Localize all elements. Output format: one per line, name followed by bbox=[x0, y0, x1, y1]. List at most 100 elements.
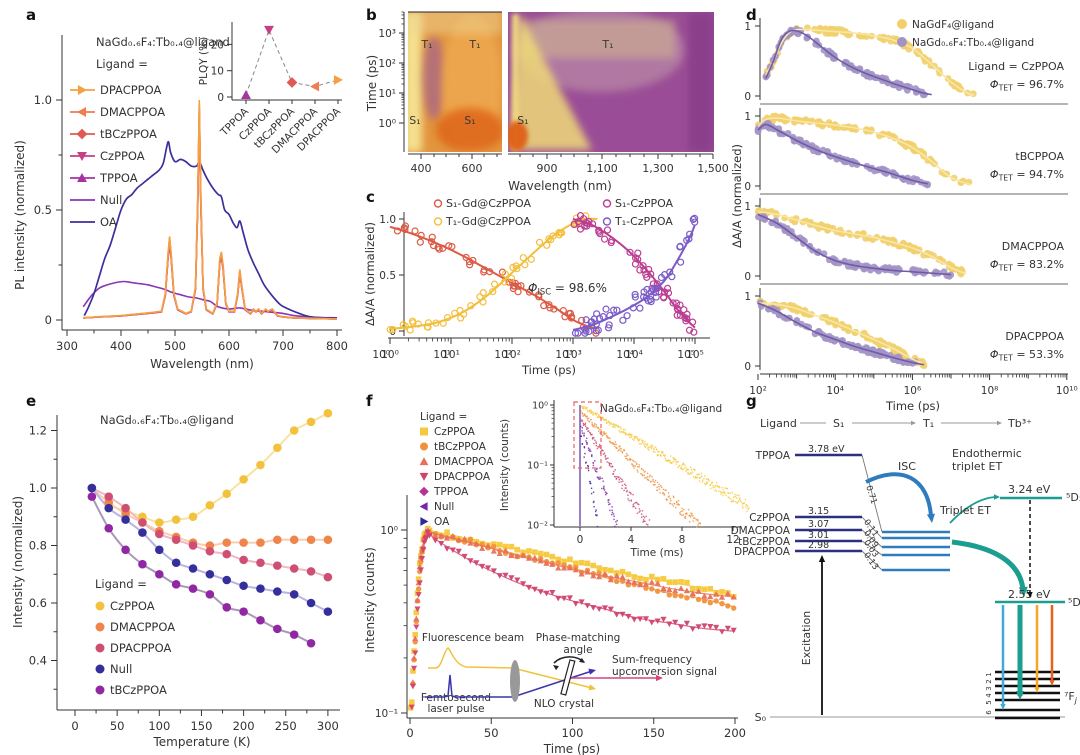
svg-text:Ligand =: Ligand = bbox=[95, 577, 147, 591]
svg-text:700: 700 bbox=[272, 339, 294, 353]
svg-text:10⁰: 10⁰ bbox=[380, 525, 398, 537]
svg-text:NaGd₀.₆F₄:Tb₀.₄@ligand: NaGd₀.₆F₄:Tb₀.₄@ligand bbox=[100, 413, 234, 427]
svg-text:50: 50 bbox=[484, 726, 499, 740]
svg-text:Fluorescence beam: Fluorescence beam bbox=[422, 632, 524, 644]
panel-g: Ligand S₁ T₁ Tb³⁺ S₀ TPPOA 3.78 eV CzPPOA 3.15 DM… bbox=[731, 417, 1080, 724]
svg-text:DMACPPOA: DMACPPOA bbox=[100, 105, 165, 119]
svg-text:10¹: 10¹ bbox=[433, 349, 451, 361]
svg-text:Ligand =: Ligand = bbox=[96, 57, 148, 71]
svg-text:1: 1 bbox=[744, 291, 751, 303]
svg-text:0: 0 bbox=[45, 313, 52, 327]
svg-text:10¹: 10¹ bbox=[378, 88, 396, 100]
svg-text:Wavelength (nm): Wavelength (nm) bbox=[508, 179, 612, 193]
svg-text:4: 4 bbox=[985, 693, 993, 698]
svg-text:Time (ps): Time (ps) bbox=[885, 399, 940, 413]
svg-text:ΔA/A (normalized): ΔA/A (normalized) bbox=[363, 222, 377, 326]
panel-label-g: g bbox=[746, 392, 757, 410]
svg-text:0: 0 bbox=[71, 719, 78, 733]
svg-text:1: 1 bbox=[744, 201, 751, 213]
svg-text:Null: Null bbox=[100, 193, 122, 207]
svg-text:CzPPOA: CzPPOA bbox=[749, 512, 791, 524]
svg-text:OA: OA bbox=[434, 516, 450, 528]
svg-text:DPACPPOA: DPACPPOA bbox=[434, 471, 491, 483]
svg-text:Temperature (K): Temperature (K) bbox=[152, 735, 250, 749]
svg-text:8: 8 bbox=[679, 534, 686, 546]
svg-text:1.0: 1.0 bbox=[379, 214, 396, 226]
svg-text:50: 50 bbox=[110, 719, 125, 733]
svg-text:ISC: ISC bbox=[898, 460, 916, 473]
svg-text:triplet ET: triplet ET bbox=[952, 460, 1002, 473]
svg-text:3.07: 3.07 bbox=[808, 519, 829, 530]
svg-text:150: 150 bbox=[643, 726, 665, 740]
svg-text:upconversion signal: upconversion signal bbox=[612, 666, 717, 678]
svg-text:1.0: 1.0 bbox=[29, 481, 47, 495]
svg-text:0: 0 bbox=[217, 92, 224, 104]
svg-text:200: 200 bbox=[724, 726, 746, 740]
svg-text:1,500: 1,500 bbox=[697, 162, 729, 175]
svg-text:Time (ps): Time (ps) bbox=[543, 742, 600, 755]
svg-text:DMACPPOA: DMACPPOA bbox=[1002, 240, 1065, 253]
svg-text:10⁰: 10⁰ bbox=[372, 349, 390, 361]
panel-e: 0 50 100 150 200 250 300 0.4 0.6 0.8 1.0 1.2 Tempera… bbox=[11, 408, 340, 749]
svg-text:0: 0 bbox=[577, 534, 584, 546]
svg-text:10²: 10² bbox=[749, 385, 767, 397]
svg-text:10⁴: 10⁴ bbox=[616, 349, 634, 361]
svg-text:300: 300 bbox=[317, 719, 339, 733]
svg-text:0: 0 bbox=[744, 91, 751, 103]
svg-text:Wavelength (nm): Wavelength (nm) bbox=[150, 357, 254, 371]
svg-text:Ligand: Ligand bbox=[760, 417, 797, 430]
panel-label-b: b bbox=[366, 6, 377, 24]
svg-text:T₁-CzPPOA: T₁-CzPPOA bbox=[614, 215, 673, 228]
svg-text:20: 20 bbox=[211, 39, 224, 51]
svg-text:400: 400 bbox=[411, 162, 432, 175]
svg-text:Intensity (counts): Intensity (counts) bbox=[499, 419, 511, 511]
svg-text:0.4: 0.4 bbox=[29, 654, 47, 668]
svg-text:1: 1 bbox=[744, 21, 751, 33]
svg-text:3.24 eV: 3.24 eV bbox=[1008, 483, 1051, 496]
svg-text:CzPPOA: CzPPOA bbox=[110, 599, 155, 613]
svg-text:Time (ps): Time (ps) bbox=[365, 55, 379, 112]
panel-label-c: c bbox=[366, 188, 375, 206]
svg-text:angle: angle bbox=[563, 644, 592, 656]
svg-text:1: 1 bbox=[985, 672, 993, 676]
svg-text:S₁-Gd@CzPPOA: S₁-Gd@CzPPOA bbox=[446, 197, 531, 210]
svg-text:10³: 10³ bbox=[378, 28, 396, 40]
svg-text:DMACPPOA: DMACPPOA bbox=[434, 456, 494, 468]
svg-text:6: 6 bbox=[985, 710, 993, 715]
svg-text:DMACPPOA: DMACPPOA bbox=[110, 620, 175, 634]
svg-text:Time (ps): Time (ps) bbox=[521, 363, 576, 377]
svg-text:0.6: 0.6 bbox=[29, 596, 47, 610]
svg-text:10²: 10² bbox=[494, 349, 512, 361]
svg-text:3.78 eV: 3.78 eV bbox=[808, 444, 845, 455]
svg-text:10⁸: 10⁸ bbox=[981, 385, 999, 397]
svg-text:Excitation: Excitation bbox=[800, 611, 813, 666]
svg-text:ΦISC = 98.6%: ΦISC = 98.6% bbox=[528, 281, 607, 297]
svg-text:Intensity (counts): Intensity (counts) bbox=[363, 547, 377, 653]
svg-text:⁷Fj: ⁷Fj bbox=[1064, 690, 1078, 705]
svg-text:300: 300 bbox=[56, 339, 78, 353]
svg-text:Femtosecond: Femtosecond bbox=[421, 692, 491, 704]
svg-text:10⁻²: 10⁻² bbox=[527, 521, 548, 532]
svg-text:10⁴: 10⁴ bbox=[625, 349, 643, 361]
svg-text:S₁: S₁ bbox=[517, 114, 528, 127]
svg-text:⁵D₃: ⁵D₃ bbox=[1066, 491, 1080, 504]
svg-text:Tb³⁺: Tb³⁺ bbox=[1007, 417, 1032, 430]
svg-text:4: 4 bbox=[628, 534, 635, 546]
svg-text:CzPPOA: CzPPOA bbox=[100, 149, 145, 163]
svg-text:PL intensity (normalized): PL intensity (normalized) bbox=[13, 140, 27, 290]
svg-text:500: 500 bbox=[164, 339, 186, 353]
svg-text:NaGdF₄@ligand: NaGdF₄@ligand bbox=[912, 19, 994, 31]
svg-text:S₁-CzPPOA: S₁-CzPPOA bbox=[615, 197, 674, 210]
svg-text:Ligand =: Ligand = bbox=[420, 411, 467, 423]
svg-text:10⁰: 10⁰ bbox=[378, 118, 396, 130]
svg-text:DPACPPOA: DPACPPOA bbox=[110, 641, 171, 655]
panel-a: 300 400 500 600 700 800 0 0.5 1.0 Wavelength (nm)… bbox=[13, 22, 348, 371]
svg-text:0.71: 0.71 bbox=[863, 484, 878, 505]
panel-label-e: e bbox=[26, 392, 37, 410]
panel-label-f: f bbox=[366, 392, 373, 410]
svg-text:150: 150 bbox=[190, 719, 212, 733]
svg-text:2: 2 bbox=[985, 679, 993, 683]
svg-text:ΦTET = 83.2%: ΦTET = 83.2% bbox=[990, 258, 1064, 273]
svg-text:DPACPPOA: DPACPPOA bbox=[100, 83, 161, 97]
